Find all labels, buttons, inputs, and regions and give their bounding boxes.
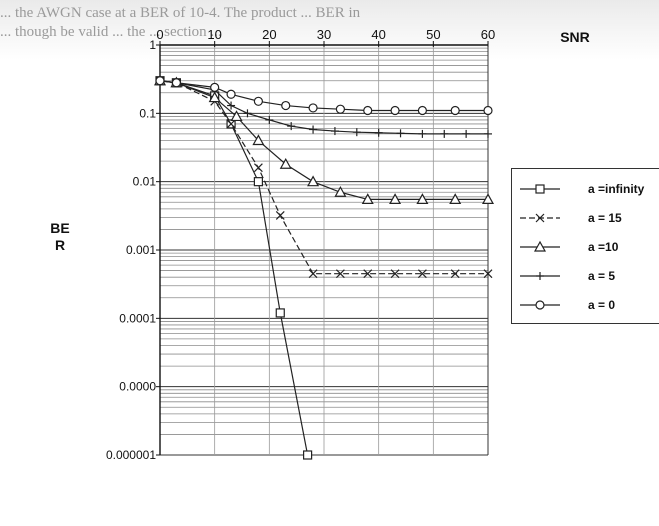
marker-circle <box>253 96 263 106</box>
marker-circle <box>281 100 291 111</box>
marker-x <box>417 269 427 279</box>
x-axis-label: SNR <box>560 29 590 45</box>
marker-square <box>275 308 285 318</box>
y-axis-label-part: BE <box>50 220 69 236</box>
marker-circle <box>483 105 493 116</box>
marker-x <box>275 211 285 220</box>
x-tick-label: 30 <box>317 27 331 42</box>
chart-legend: a =infinity a = 15 a =10 a = 5 a = 0 <box>511 168 659 324</box>
marker-x <box>483 269 493 279</box>
x-tick-label: 40 <box>371 27 385 42</box>
marker-circle <box>335 104 345 114</box>
marker-x <box>535 213 545 223</box>
x-tick-label: 20 <box>262 27 276 42</box>
legend-label: a =10 <box>588 240 619 254</box>
chart-labels: 0 10 20 30 40 50 60 1 0.1 0.01 0.001 0.0001 0.0000 0.… <box>50 27 590 462</box>
marker-triangle <box>334 186 347 197</box>
marker-square <box>303 450 313 460</box>
marker-triangle <box>361 193 374 205</box>
y-tick-label: 0.0001 <box>119 311 156 325</box>
legend-entry: a = 0 <box>520 298 615 312</box>
marker-x <box>253 163 263 173</box>
marker-triangle <box>208 91 221 103</box>
y-tick-label: 0.000001 <box>106 448 156 462</box>
marker-circle <box>363 105 373 116</box>
marker-circle <box>155 76 165 86</box>
marker-circle <box>210 82 220 92</box>
marker-triangle <box>449 193 462 205</box>
marker-circle <box>450 105 460 116</box>
marker-triangle <box>416 193 429 205</box>
legend-entry: a =infinity <box>520 182 645 196</box>
x-tick-label: 60 <box>481 27 495 42</box>
marker-triangle <box>307 175 320 187</box>
chart-series <box>153 74 495 460</box>
marker-square <box>253 177 263 187</box>
legend-label: a = 5 <box>588 269 615 283</box>
marker-circle <box>535 300 545 310</box>
x-tick-label: 0 <box>156 27 163 42</box>
marker-x <box>335 269 345 279</box>
y-axis-label-part: R <box>55 237 65 253</box>
marker-circle <box>308 103 318 113</box>
marker-triangle <box>252 134 265 146</box>
marker-circle <box>171 78 181 88</box>
y-tick-label: 0.1 <box>139 106 156 120</box>
header-line-1: ... the AWGN case at a BER of 10-4. The … <box>0 5 361 21</box>
legend-label: a = 0 <box>588 298 615 312</box>
y-tick-label: 0.0000 <box>119 380 156 394</box>
legend-entries: a =infinity a = 15 a =10 a = 5 a = 0 <box>520 182 645 312</box>
marker-circle <box>226 89 236 99</box>
y-tick-label: 1 <box>149 38 156 52</box>
marker-triangle <box>230 110 243 122</box>
header-line-2: ... though be valid ... the ... section … <box>0 24 222 40</box>
legend-entry: a = 15 <box>520 211 622 225</box>
marker-circle <box>390 105 400 116</box>
series-line <box>159 80 309 456</box>
chart-grid <box>159 45 489 456</box>
legend-label: a =infinity <box>588 182 645 196</box>
legend-entry: a = 5 <box>520 269 615 283</box>
marker-x <box>308 269 318 279</box>
marker-triangle <box>389 193 402 205</box>
series-a-0 <box>155 76 493 116</box>
series-a-5 <box>156 76 492 138</box>
marker-x <box>390 269 400 279</box>
legend-label: a = 15 <box>588 211 622 225</box>
marker-triangle <box>533 240 547 252</box>
y-tick-label: 0.001 <box>126 243 156 257</box>
x-tick-label: 50 <box>426 27 440 42</box>
y-axis-label: BE R <box>50 220 69 253</box>
series-a-10 <box>153 74 495 205</box>
marker-x <box>363 269 373 279</box>
scanned-text-header: ... the AWGN case at a BER of 10-4. The … <box>0 0 659 60</box>
legend-entry: a =10 <box>520 240 619 254</box>
y-tick-label: 0.01 <box>133 175 157 189</box>
series-line <box>159 80 488 135</box>
marker-x <box>226 119 236 129</box>
marker-square <box>535 184 545 194</box>
marker-x <box>450 269 460 279</box>
marker-triangle <box>481 193 495 205</box>
marker-circle <box>417 105 427 116</box>
x-tick-label: 10 <box>207 27 221 42</box>
marker-triangle <box>279 157 292 169</box>
